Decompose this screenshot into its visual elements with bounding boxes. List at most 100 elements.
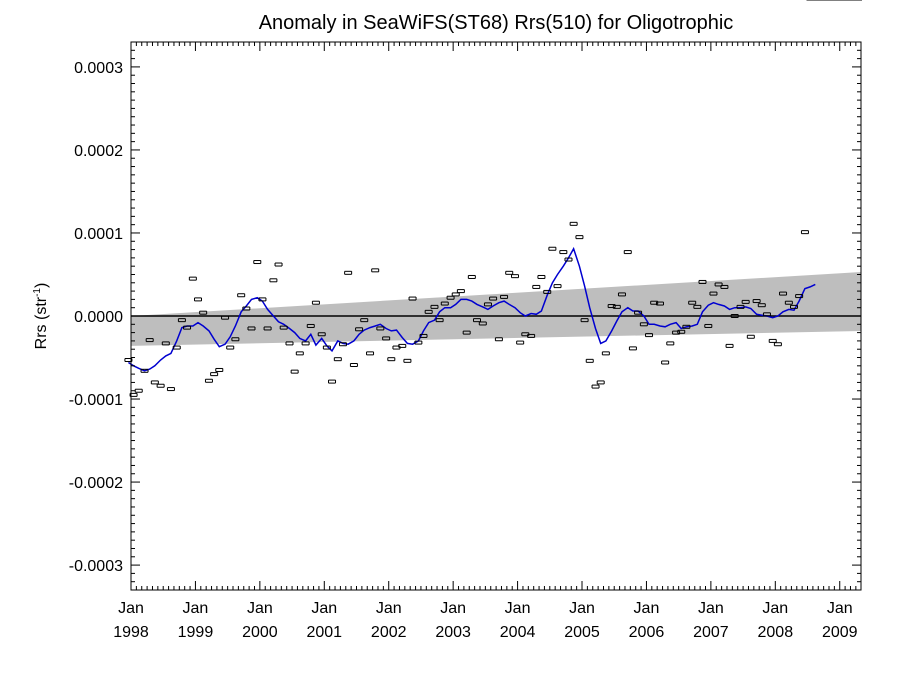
monthly-point [795,294,804,299]
monthly-point [134,388,143,393]
x-tick-label-month: Jan [376,600,402,617]
monthly-point [725,343,734,348]
monthly-point [311,300,320,305]
monthly-point [430,304,439,309]
x-tick-label-year: 1999 [178,624,214,641]
monthly-point [140,368,149,373]
monthly-point [221,315,230,320]
x-tick-label-year: 2008 [758,624,794,641]
monthly-point [564,257,573,262]
monthly-point [424,309,433,314]
x-tick-label-month: Jan [634,600,660,617]
x-tick-label-month: Jan [118,600,144,617]
monthly-point [709,291,718,296]
monthly-point [387,357,396,362]
monthly-point [746,334,755,339]
monthly-point [730,314,739,318]
y-axis-label-layer: Rrs (str-1) [32,283,50,350]
monthly-point [456,289,465,294]
monthly-point [628,346,637,351]
monthly-point [279,325,288,330]
monthly-point [655,301,664,306]
monthly-point [306,323,315,328]
monthly-point [247,326,256,331]
monthly-point [543,289,552,294]
x-tick-label-month: Jan [698,600,724,617]
monthly-point [511,274,520,279]
monthly-point [317,332,326,337]
monthly-point [645,333,654,338]
x-tick-label-year: 2001 [306,624,342,641]
monthly-point [177,318,186,323]
monthly-point [161,341,170,346]
monthly-point [263,326,272,331]
monthly-point [779,291,788,296]
monthly-point [172,345,181,350]
monthly-point [559,250,568,255]
x-tick-label-month: Jan [440,600,466,617]
monthly-point [204,378,213,383]
monthly-point [215,367,224,372]
y-tick-label: 0.0003 [74,60,123,77]
x-tick-label-month: Jan [247,600,273,617]
monthly-point [537,274,546,279]
monthly-point [419,333,428,338]
monthly-point [548,246,557,251]
monthly-point [274,262,283,267]
monthly-point [290,369,299,374]
monthly-point [226,345,235,350]
y-tick-label: -0.0003 [69,558,123,575]
monthly-point [382,336,391,341]
monthly-point [188,276,197,281]
monthly-point [398,343,407,348]
monthly-point [494,337,503,342]
monthly-point [156,383,165,388]
monthly-point [376,326,385,331]
y-tick-label: -0.0001 [69,392,123,409]
monthly-point [355,327,364,332]
x-tick-label-month: Jan [827,600,853,617]
monthly-point [414,340,423,345]
monthly-point [591,384,600,389]
monthly-point [328,379,337,384]
monthly-point [210,372,219,377]
monthly-point [322,345,331,350]
y-tick-label: 0.0001 [74,226,123,243]
x-tick-label-year: 2007 [693,624,729,641]
monthly-point [800,230,809,235]
monthly-point [349,362,358,367]
x-tick-label-month: Jan [505,600,531,617]
x-tick-label-month: Jan [183,600,209,617]
monthly-point [698,279,707,284]
monthly-point [741,299,750,304]
monthly-point [183,325,192,330]
x-tick-label-year: 2000 [242,624,278,641]
x-tick-label-month: Jan [569,600,595,617]
monthly-point [344,270,353,275]
x-tick-label-month: Jan [311,600,337,617]
monthly-point [580,318,589,323]
monthly-point [440,301,449,306]
monthly-point [693,304,702,309]
monthly-point [301,341,310,346]
monthly-point [736,304,745,309]
monthly-point [237,293,246,298]
y-tick-label: -0.0002 [69,475,123,492]
monthly-point [435,318,444,323]
monthly-point [338,342,347,347]
monthly-point [607,304,616,309]
monthly-point [371,268,380,273]
monthly-point [166,387,175,392]
monthly-point [634,310,643,315]
monthly-point [242,306,251,311]
monthly-point [762,312,771,317]
monthly-point [194,297,203,302]
monthly-point [789,304,798,309]
monthly-point [150,380,159,385]
monthly-point [285,341,294,346]
x-tick-label-year: 2003 [435,624,471,641]
x-tick-label-year: 2004 [500,624,536,641]
monthly-point [596,380,605,385]
x-tick-label-year: 1998 [113,624,149,641]
